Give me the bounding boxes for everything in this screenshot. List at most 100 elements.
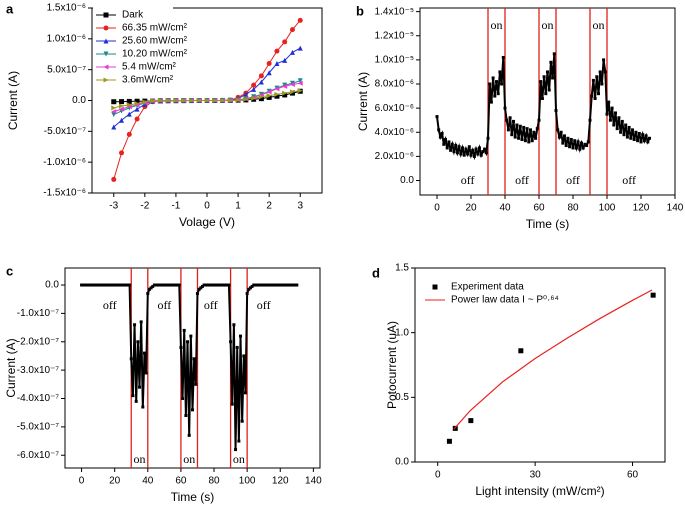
y-tick-label: 1.0x10⁻⁶ [47,33,86,44]
marker [266,61,272,66]
annotation: off [103,298,117,312]
marker [600,82,604,86]
marker [637,131,641,135]
marker [119,283,123,287]
marker [292,283,296,287]
y-tick-label: 0.0 [400,175,414,186]
marker [634,130,638,134]
marker [648,136,651,140]
marker [556,128,560,132]
y-tick-label: -3.0x10⁻⁷ [17,365,60,376]
marker [287,283,291,287]
marker [215,283,219,287]
marker [104,283,108,287]
annotation: on [183,452,195,466]
marker [597,92,600,96]
marker [252,283,256,287]
x-tick-label: 100 [239,476,256,487]
x-tick-label: -2 [140,201,149,212]
annotation: on [491,18,503,32]
marker [432,284,438,290]
marker [447,140,451,144]
marker [111,99,117,105]
marker [103,51,109,57]
marker [111,124,117,130]
marker [187,433,191,437]
marker [161,283,165,287]
marker [229,340,233,344]
marker [192,357,196,361]
marker [205,283,209,287]
marker [225,283,229,287]
marker [258,96,264,102]
marker [288,283,292,287]
marker [650,292,656,298]
marker [274,93,280,99]
marker [290,283,294,287]
series-line [453,289,653,430]
marker [181,396,185,400]
marker [495,80,498,84]
marker [142,99,148,105]
y-tick-label: 1.5 [395,263,409,274]
marker [128,283,132,287]
marker [444,138,447,142]
annotation: off [566,173,580,187]
marker [251,95,257,101]
marker [119,150,125,156]
marker [255,283,259,287]
marker [496,92,500,96]
annotation: off [461,173,475,187]
marker [535,127,539,131]
plot-frame [64,267,321,469]
marker [467,145,471,149]
marker [176,283,180,287]
marker [549,60,553,64]
annotation: off [622,173,636,187]
y-tick-label: 5.0x10⁻⁷ [47,64,86,75]
marker [275,283,279,287]
panel-letter: a [6,1,14,16]
marker [81,283,85,287]
marker [191,408,194,412]
marker [537,118,541,122]
y-tick-label: -2.0x10⁻⁷ [17,336,60,347]
marker [544,92,548,96]
marker [446,438,452,444]
marker [111,105,117,111]
marker [99,283,103,287]
marker [581,146,585,150]
marker [631,128,634,132]
marker [179,345,183,349]
y-tick-label: 1.0x10⁻⁵ [375,55,414,66]
marker [243,391,247,395]
marker [605,112,609,116]
x-tick-label: 2 [266,201,272,212]
marker [483,147,487,151]
marker [235,345,239,349]
marker [629,136,633,140]
marker [282,57,288,63]
marker [625,135,629,139]
marker [111,176,117,182]
marker [518,348,524,354]
panel-letter: c [6,263,13,278]
marker [173,98,179,103]
marker [260,283,264,287]
marker [119,106,125,112]
marker [639,140,643,144]
marker [184,414,188,418]
marker [614,111,617,115]
marker [188,98,194,103]
marker [610,106,614,110]
marker [262,283,266,287]
marker [619,130,623,134]
y-tick-label: 0.0 [395,457,409,468]
legend-label: Dark [122,10,144,21]
legend-box [93,7,173,88]
y-axis-title: Current (A) [356,72,370,131]
marker [204,283,208,287]
marker [297,45,303,51]
marker [134,116,140,122]
